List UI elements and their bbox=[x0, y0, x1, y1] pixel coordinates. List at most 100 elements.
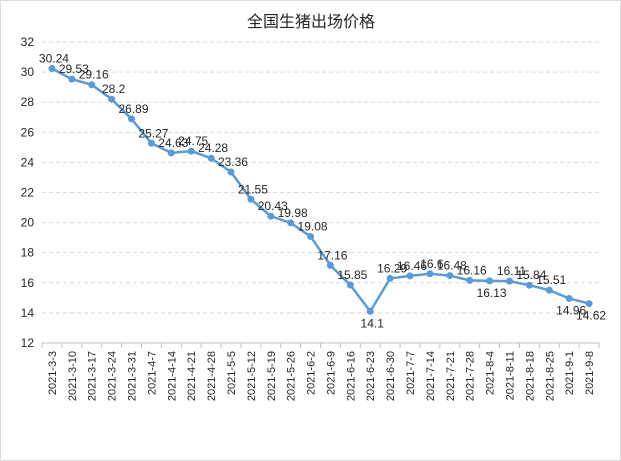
data-point bbox=[346, 281, 354, 289]
data-label: 29.53 bbox=[59, 62, 89, 76]
data-point bbox=[545, 286, 553, 294]
data-label: 25.27 bbox=[138, 126, 168, 140]
data-point bbox=[307, 232, 315, 240]
y-axis: 12 14 16 18 20 22 24 26 28 30 32 bbox=[21, 35, 35, 350]
data-point bbox=[386, 274, 394, 282]
data-label: 16.16 bbox=[457, 263, 487, 277]
data-point bbox=[446, 272, 454, 280]
y-tick-label: 22 bbox=[21, 186, 35, 200]
x-tick-label: 2021-5-5 bbox=[226, 351, 238, 395]
data-label: 16.48 bbox=[437, 259, 467, 273]
data-point bbox=[486, 277, 494, 285]
x-tick-label: 2021-9-1 bbox=[564, 351, 576, 395]
grid-lines bbox=[42, 41, 599, 344]
x-tick-label: 2021-8-25 bbox=[544, 351, 556, 401]
x-tick-label: 2021-4-28 bbox=[206, 351, 218, 401]
x-tick-label: 2021-4-7 bbox=[146, 351, 158, 395]
data-label: 19.08 bbox=[298, 219, 328, 233]
data-point bbox=[287, 219, 295, 227]
data-point bbox=[108, 95, 116, 103]
x-tick-label: 2021-9-8 bbox=[584, 351, 596, 395]
data-label: 14.96 bbox=[556, 303, 586, 317]
data-point bbox=[48, 64, 56, 72]
x-tick-label: 2021-6-30 bbox=[385, 351, 397, 401]
series bbox=[48, 64, 593, 315]
data-point bbox=[247, 195, 255, 203]
data-label: 16.11 bbox=[497, 264, 526, 278]
x-axis: 2021-3-3 2021-3-10 2021-3-17 2021-3-24 2021-… bbox=[41, 342, 600, 401]
data-label: 19.98 bbox=[278, 206, 308, 220]
data-label: 21.55 bbox=[238, 182, 268, 196]
data-label: 24.63 bbox=[158, 136, 188, 150]
y-tick-label: 12 bbox=[21, 336, 35, 350]
data-label: 16.46 bbox=[397, 259, 427, 273]
y-tick-label: 24 bbox=[21, 155, 35, 169]
data-point bbox=[565, 294, 573, 302]
x-tick-label: 2021-3-3 bbox=[47, 351, 59, 395]
data-point bbox=[147, 139, 155, 147]
data-label: 15.51 bbox=[536, 273, 566, 287]
y-tick-label: 28 bbox=[21, 95, 35, 109]
data-label: 15.84 bbox=[516, 268, 546, 282]
data-label: 14.62 bbox=[576, 309, 606, 323]
y-tick-label: 16 bbox=[21, 276, 35, 290]
data-label: 28.2 bbox=[102, 82, 126, 96]
data-point bbox=[267, 212, 275, 220]
data-label: 30.24 bbox=[39, 51, 69, 65]
data-label: 15.85 bbox=[337, 268, 367, 282]
x-tick-label: 2021-3-31 bbox=[127, 351, 139, 401]
x-tick-label: 2021-6-9 bbox=[325, 351, 337, 395]
data-point bbox=[326, 261, 334, 269]
data-labels: 30.2429.5329.1628.226.8925.2724.6324.752… bbox=[39, 51, 606, 330]
data-point bbox=[585, 300, 593, 308]
data-point bbox=[207, 154, 215, 162]
data-point bbox=[88, 81, 96, 89]
y-tick-label: 30 bbox=[21, 65, 35, 79]
y-tick-label: 20 bbox=[21, 216, 35, 230]
data-point bbox=[187, 147, 195, 155]
x-tick-label: 2021-6-16 bbox=[345, 351, 357, 401]
x-tick-label: 2021-3-17 bbox=[87, 351, 99, 401]
data-label: 29.16 bbox=[79, 68, 109, 82]
data-label: 24.28 bbox=[198, 141, 228, 155]
x-tick-label: 2021-8-11 bbox=[504, 351, 516, 400]
data-label: 24.75 bbox=[178, 134, 208, 148]
data-label: 16.6 bbox=[420, 257, 444, 271]
data-label: 20.43 bbox=[258, 199, 288, 213]
series-line bbox=[51, 67, 590, 313]
y-tick-label: 32 bbox=[21, 35, 35, 49]
data-point bbox=[227, 168, 235, 176]
x-tick-label: 2021-5-12 bbox=[246, 351, 258, 401]
y-tick-label: 18 bbox=[21, 246, 35, 260]
data-point bbox=[505, 277, 513, 285]
data-point bbox=[466, 276, 474, 284]
x-tick-label: 2021-3-10 bbox=[67, 351, 79, 401]
y-tick-label: 26 bbox=[21, 125, 35, 139]
data-point bbox=[128, 115, 136, 123]
x-tick-label: 2021-4-14 bbox=[166, 351, 178, 401]
x-tick-label: 2021-8-4 bbox=[485, 351, 497, 395]
data-label: 14.1 bbox=[361, 316, 385, 330]
y-tick-label: 14 bbox=[21, 306, 35, 320]
chart-title: 全国生猪出场价格 bbox=[247, 12, 375, 31]
x-tick-label: 2021-7-7 bbox=[405, 351, 417, 395]
x-tick-label: 2021-7-21 bbox=[445, 351, 457, 401]
data-label: 23.36 bbox=[218, 155, 248, 169]
x-tick-label: 2021-8-18 bbox=[524, 351, 536, 401]
data-point bbox=[68, 75, 76, 83]
x-tick-label: 2021-4-21 bbox=[186, 351, 198, 401]
x-tick-label: 2021-5-19 bbox=[266, 351, 278, 401]
data-point bbox=[366, 307, 374, 315]
data-label: 16.29 bbox=[377, 261, 407, 275]
x-tick-label: 2021-6-23 bbox=[365, 351, 377, 401]
data-point bbox=[167, 149, 175, 157]
data-point bbox=[406, 272, 414, 280]
data-point bbox=[426, 270, 434, 278]
data-label: 26.89 bbox=[119, 102, 149, 116]
x-tick-label: 2021-6-2 bbox=[306, 351, 318, 395]
x-tick-label: 2021-7-28 bbox=[465, 351, 477, 401]
x-tick-label: 2021-7-14 bbox=[425, 351, 437, 401]
data-label: 17.16 bbox=[317, 248, 347, 262]
